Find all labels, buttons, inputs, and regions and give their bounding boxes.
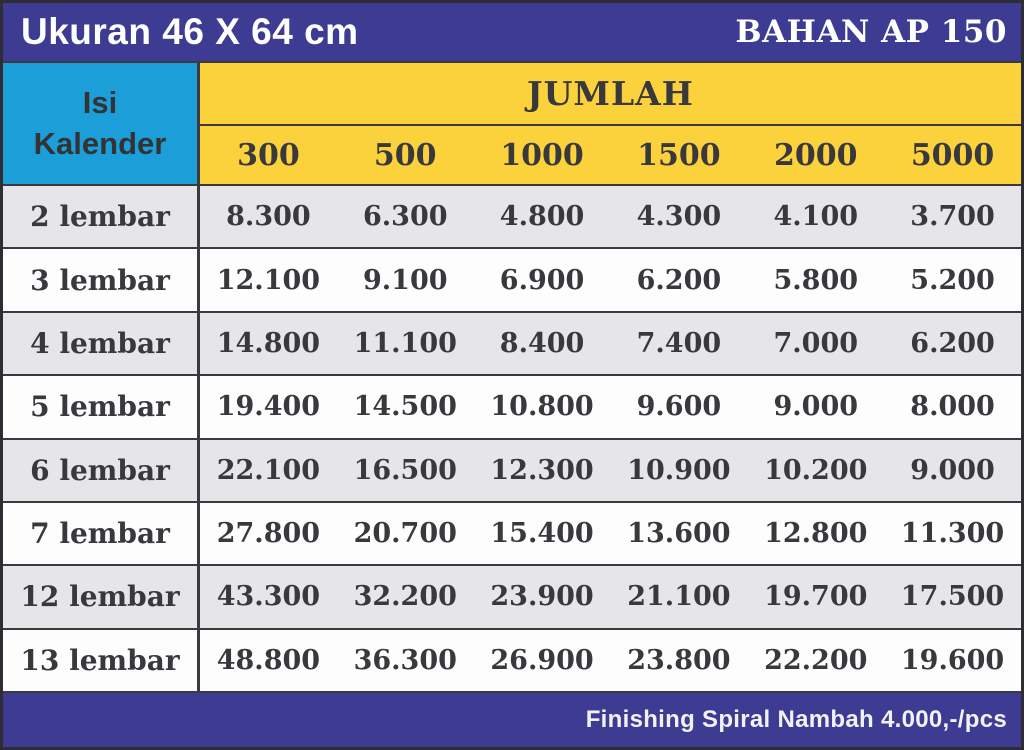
price-cell: 9.600 (610, 374, 748, 438)
price-cell: 9.100 (336, 247, 474, 311)
price-cell: 14.500 (336, 374, 474, 438)
row-label: 3 lembar (3, 247, 200, 311)
price-cell: 20.700 (336, 500, 474, 565)
price-cell: 11.300 (884, 500, 1021, 565)
finishing-note: Finishing Spiral Nambah 4.000,-/pcs (585, 706, 1007, 733)
price-cell: 27.800 (200, 500, 337, 565)
price-cell: 10.900 (610, 437, 748, 501)
row-label: 6 lembar (3, 437, 200, 501)
row-label: 4 lembar (3, 310, 200, 375)
price-cell: 6.300 (336, 184, 474, 248)
price-cell: 22.100 (200, 437, 337, 501)
price-cell: 12.300 (473, 437, 611, 501)
qty-header-500: 500 (336, 124, 474, 184)
price-cell: 21.100 (610, 564, 748, 628)
qty-header-1500: 1500 (610, 124, 748, 184)
price-cell: 19.400 (200, 374, 337, 438)
price-cell: 9.000 (747, 374, 885, 438)
price-cell: 43.300 (200, 564, 337, 628)
price-cell: 12.100 (200, 247, 337, 311)
row-label: 13 lembar (3, 627, 200, 691)
price-cell: 26.900 (473, 627, 611, 691)
price-cell: 4.800 (473, 184, 611, 248)
qty-header-5000: 5000 (884, 124, 1021, 184)
price-cell: 9.000 (884, 437, 1021, 501)
price-cell: 15.400 (473, 500, 611, 565)
price-cell: 5.200 (884, 247, 1021, 311)
price-cell: 11.100 (336, 310, 474, 375)
price-cell: 10.800 (473, 374, 611, 438)
price-cell: 8.000 (884, 374, 1021, 438)
qty-header-2000: 2000 (747, 124, 885, 184)
price-cell: 17.500 (884, 564, 1021, 628)
price-cell: 36.300 (336, 627, 474, 691)
price-cell: 48.800 (200, 627, 337, 691)
price-cell: 19.700 (747, 564, 885, 628)
price-cell: 10.200 (747, 437, 885, 501)
price-cell: 5.800 (747, 247, 885, 311)
material-title: BAHAN AP 150 (735, 14, 1007, 50)
price-cell: 23.900 (473, 564, 611, 628)
price-cell: 4.100 (747, 184, 885, 248)
price-cell: 4.300 (610, 184, 748, 248)
price-cell: 7.000 (747, 310, 885, 375)
price-cell: 6.200 (610, 247, 748, 311)
price-cell: 3.700 (884, 184, 1021, 248)
price-table: Isi Kalender JUMLAH 300 500 1000 1500 20… (3, 61, 1021, 691)
corner-label-line2: Kalender (33, 125, 167, 161)
price-cell: 7.400 (610, 310, 748, 375)
title-bar: Ukuran 46 X 64 cm BAHAN AP 150 (3, 3, 1021, 61)
price-cell: 6.200 (884, 310, 1021, 375)
row-label: 12 lembar (3, 564, 200, 628)
footer-bar: Finishing Spiral Nambah 4.000,-/pcs (3, 691, 1021, 747)
price-cell: 22.200 (747, 627, 885, 691)
row-label: 7 lembar (3, 500, 200, 565)
corner-label-line1: Isi (82, 84, 118, 120)
price-cell: 32.200 (336, 564, 474, 628)
column-group-header: JUMLAH (200, 63, 1021, 124)
price-cell: 23.800 (610, 627, 748, 691)
price-cell: 6.900 (473, 247, 611, 311)
row-label: 2 lembar (3, 184, 200, 248)
price-cell: 8.300 (200, 184, 337, 248)
row-label: 5 lembar (3, 374, 200, 438)
qty-header-1000: 1000 (473, 124, 611, 184)
corner-header-isi-kalender: Isi Kalender (3, 63, 200, 184)
size-title: Ukuran 46 X 64 cm (21, 11, 359, 52)
price-cell: 19.600 (884, 627, 1021, 691)
price-cell: 12.800 (747, 500, 885, 565)
price-cell: 16.500 (336, 437, 474, 501)
price-cell: 14.800 (200, 310, 337, 375)
price-cell: 13.600 (610, 500, 748, 565)
qty-header-300: 300 (200, 124, 337, 184)
price-cell: 8.400 (473, 310, 611, 375)
